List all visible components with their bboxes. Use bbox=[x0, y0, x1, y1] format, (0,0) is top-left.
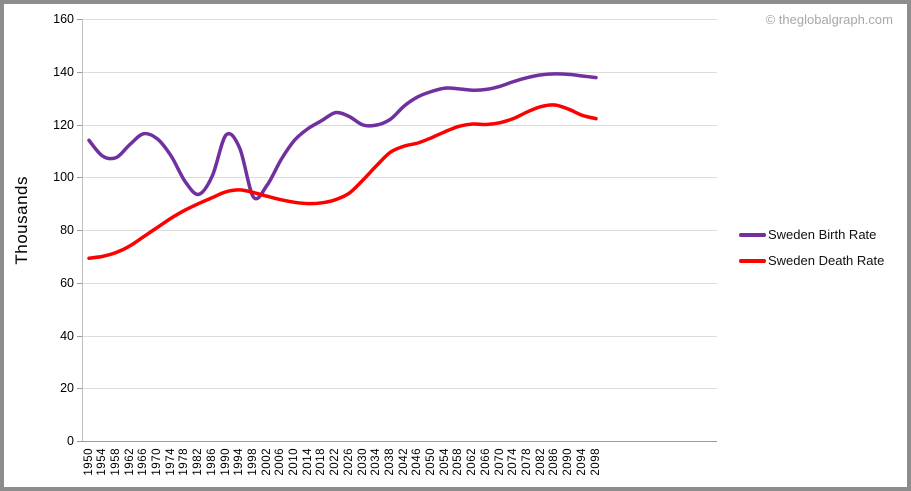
y-axis-label: 60 bbox=[60, 275, 74, 290]
y-axis-label: 20 bbox=[60, 381, 74, 396]
birth-rate-line-swatch bbox=[739, 232, 766, 237]
y-axis-label: 40 bbox=[60, 328, 74, 343]
legend-item-birth-rate: Sweden Birth Rate bbox=[739, 227, 884, 242]
x-axis-label: 1998 bbox=[246, 448, 259, 476]
x-axis-label: 2026 bbox=[342, 448, 355, 476]
watermark: © theglobalgraph.com bbox=[765, 12, 893, 27]
x-axis-label: 2094 bbox=[575, 448, 588, 476]
legend-label-death-rate: Sweden Death Rate bbox=[768, 253, 885, 268]
x-axis-label: 1986 bbox=[205, 448, 218, 476]
death-rate-line-swatch bbox=[739, 258, 766, 263]
y-axis-label: 120 bbox=[53, 117, 74, 132]
y-axis-label: 160 bbox=[53, 12, 74, 26]
y-axis-label: 140 bbox=[53, 64, 74, 79]
x-axis-label: 2062 bbox=[466, 448, 479, 476]
y-axis-label: 100 bbox=[53, 170, 74, 185]
x-axis-label: 1994 bbox=[233, 448, 246, 476]
legend-label-birth-rate: Sweden Birth Rate bbox=[768, 227, 877, 242]
legend: Sweden Birth Rate Sweden Death Rate bbox=[739, 227, 884, 268]
y-axis-label: 80 bbox=[60, 223, 74, 237]
x-axis-label: 2090 bbox=[562, 448, 575, 476]
x-axis-label: 1982 bbox=[192, 448, 205, 476]
x-axis-label: 2022 bbox=[329, 448, 342, 476]
line-chart bbox=[77, 19, 717, 442]
x-axis-label: 2098 bbox=[589, 448, 602, 476]
birth-rate-line bbox=[87, 72, 598, 201]
x-axis-label: 2038 bbox=[383, 448, 396, 476]
x-axis-label: 2078 bbox=[520, 448, 533, 476]
x-axis-label: 2010 bbox=[288, 448, 301, 476]
x-axis-label: 2034 bbox=[370, 448, 383, 476]
y-axis-label: 0 bbox=[67, 434, 74, 448]
legend-item-death-rate: Sweden Death Rate bbox=[739, 253, 884, 268]
x-axis-label: 1954 bbox=[96, 448, 109, 476]
x-axis-label: 2066 bbox=[479, 448, 492, 476]
x-axis-label: 2050 bbox=[425, 448, 438, 476]
death-rate-line bbox=[87, 103, 598, 260]
x-axis-label: 1958 bbox=[109, 448, 122, 476]
x-axis-label: 1970 bbox=[151, 448, 163, 476]
